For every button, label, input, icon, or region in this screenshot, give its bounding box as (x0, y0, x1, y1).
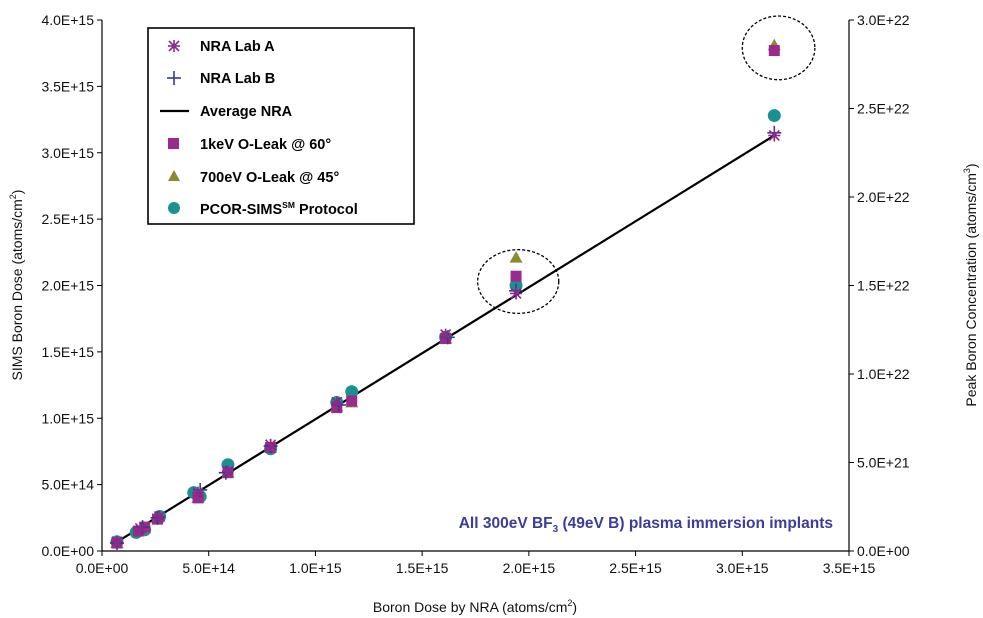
nra-lab-a-point (439, 328, 452, 341)
legend-label: NRA Lab A (200, 39, 275, 55)
x-tick-label: 2.5E+15 (609, 560, 662, 576)
y-tick-label: 4.0E+15 (41, 12, 94, 28)
y-tick-label: 2.5E+15 (41, 211, 94, 227)
pcor-sims-point (767, 109, 781, 123)
legend-marker-triangle (168, 170, 180, 181)
nra-lab-a-point (768, 129, 781, 142)
asterisk-d2 (111, 536, 123, 548)
y2-tick-label: 0.0E+00 (857, 543, 910, 559)
legend-item-nra-lab-a: NRA Lab A (168, 39, 275, 55)
nra-lab-a-point (110, 535, 123, 548)
x-tick-label: 2.0E+15 (503, 560, 556, 576)
highlight-ellipses (476, 15, 816, 315)
1kev-point (510, 270, 522, 282)
y-tick-label: 2.0E+15 (41, 278, 94, 294)
nra-lab-a-point (264, 438, 277, 451)
legend-marker-square (168, 138, 179, 149)
nra-lab-a-point (134, 522, 147, 535)
ticks: 0.0E+00 5.0E+14 1.0E+15 1.5E+15 2.0E+15 2.5E+… (41, 12, 909, 576)
y-tick-label: 0.0E+00 (41, 543, 94, 559)
legend-label: NRA Lab B (200, 71, 275, 87)
x-axis-label: Boron Dose by NRA (atoms/cm2) (373, 598, 577, 615)
asterisk-d2 (222, 465, 234, 477)
700ev-point (509, 251, 523, 263)
y2-tick-label: 2.0E+22 (857, 189, 910, 205)
1kev-point (346, 395, 358, 407)
y2-tick-label: 3.0E+22 (857, 12, 910, 28)
y-tick-label: 3.5E+15 (41, 78, 94, 94)
x-tick-label: 3.5E+15 (823, 560, 876, 576)
nra-lab-a-point (192, 486, 205, 499)
annotation: All 300eV BF3 (49eV B) plasma immersion … (459, 515, 833, 535)
legend-marker-asterisk (168, 40, 180, 52)
y-tick-label: 5.0E+14 (41, 477, 94, 493)
asterisk-d2 (510, 287, 522, 300)
y2-axis-label: Peak Boron Concentration (atoms/cm3) (962, 163, 979, 406)
legend-marker-plus (167, 71, 181, 85)
y2-tick-label: 2.5E+22 (857, 101, 910, 117)
nra-lab-a-point (330, 396, 343, 409)
y2-tick-label: 5.0E+21 (857, 455, 910, 471)
data-markers (109, 38, 782, 551)
legend-box (147, 27, 415, 225)
asterisk-d2 (134, 522, 146, 534)
nra-lab-a-point (510, 287, 523, 300)
x-tick-label: 1.5E+15 (396, 560, 449, 576)
legend-item-pcor-sims: PCOR-SIMSSM Protocol (168, 200, 358, 218)
legend-item-1kev: 1keV O-Leak @ 60° (168, 137, 331, 153)
legend-label: PCOR-SIMSSM Protocol (200, 200, 358, 218)
x-tick-label: 3.0E+15 (716, 560, 769, 576)
legend-label: Average NRA (200, 104, 293, 120)
y-tick-label: 1.0E+15 (41, 410, 94, 426)
y2-tick-label: 1.5E+22 (857, 278, 910, 294)
x-tick-label: 1.0E+15 (289, 560, 342, 576)
asterisk-d2 (192, 487, 204, 499)
y-tick-label: 1.5E+15 (41, 344, 94, 360)
pcor-sims-point (345, 385, 359, 399)
asterisk-d2 (331, 396, 343, 408)
nra-lab-a-point (221, 465, 234, 478)
asterisk-d2 (440, 329, 452, 341)
legend-label: 1keV O-Leak @ 60° (200, 137, 331, 153)
nra-lab-a-point (153, 510, 166, 523)
legend: NRA Lab A NRA Lab B Average NRA 1keV O-L… (147, 27, 415, 225)
legend-label: 700eV O-Leak @ 45° (200, 170, 339, 186)
legend-item-700ev: 700eV O-Leak @ 45° (168, 170, 339, 186)
asterisk-d2 (154, 510, 166, 523)
legend-item-average-nra: Average NRA (160, 104, 293, 120)
x-tick-label: 0.0E+00 (76, 560, 129, 576)
1kev-point (768, 45, 780, 57)
y-tick-label: 3.0E+15 (41, 145, 94, 161)
legend-marker-circle (168, 202, 180, 214)
y2-tick-label: 1.0E+22 (857, 366, 910, 382)
asterisk-d2 (265, 439, 277, 451)
y-axis-label: SIMS Boron Dose (atoms/cm2) (8, 190, 25, 381)
legend-item-nra-lab-b: NRA Lab B (167, 71, 275, 87)
asterisk-d2 (768, 129, 780, 142)
x-tick-label: 5.0E+14 (182, 560, 235, 576)
highlight-ellipse (741, 15, 816, 81)
highlight-ellipse (476, 249, 560, 315)
